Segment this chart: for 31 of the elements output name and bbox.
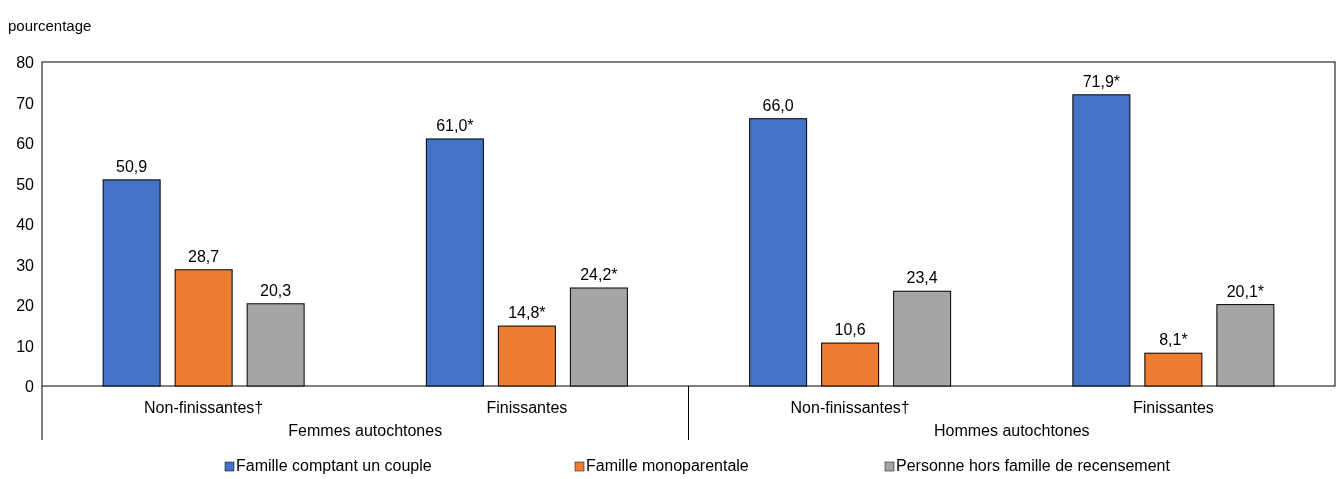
data-label: 24,2* [580, 265, 618, 283]
data-label: 20,3 [260, 281, 292, 299]
y-tick-label: 80 [16, 54, 35, 71]
x-tick-label: Non-finissantes† [790, 399, 910, 416]
y-axis-title: pourcentage [8, 17, 92, 34]
y-tick-label: 10 [16, 337, 35, 355]
y-tick-label: 40 [16, 216, 35, 233]
x-tick-label: Finissantes [486, 399, 568, 416]
data-label: 50,9 [116, 157, 148, 175]
data-label: 14,8* [508, 304, 546, 322]
legend-label: Personne hors famille de recensement [896, 457, 1171, 474]
legend-label: Famille monoparentale [586, 457, 749, 474]
data-label: 10,6 [834, 321, 866, 339]
y-tick-label: 50 [16, 175, 35, 193]
y-tick-label: 0 [25, 378, 35, 395]
data-label: 61,0* [436, 116, 474, 134]
x-tick-label: Non-finissantes† [144, 399, 264, 416]
y-tick-label: 30 [16, 256, 35, 274]
data-label: 20,1* [1226, 282, 1265, 300]
data-label: 8,1* [1159, 331, 1188, 349]
data-label: 23,4 [906, 269, 938, 287]
text: Hommes autochtones [933, 422, 1090, 439]
y-tick-label: 60 [16, 135, 35, 152]
text: Femmes autochtones [288, 422, 443, 439]
y-tick-label: 70 [16, 94, 35, 112]
legend-label: Famille comptant un couple [236, 457, 432, 474]
x-tick-label: Finissantes [1132, 399, 1214, 416]
data-label: 71,9* [1082, 72, 1121, 90]
data-label: 28,7 [188, 247, 220, 265]
y-tick-label: 20 [16, 297, 35, 314]
data-label: 66,0 [762, 96, 794, 114]
